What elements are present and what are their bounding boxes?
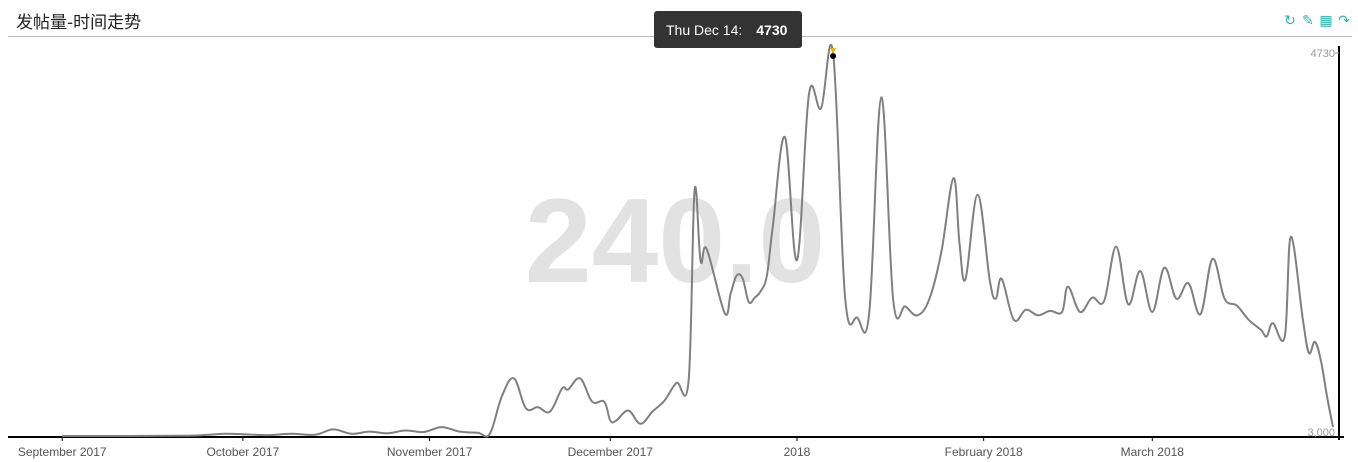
y-tick-label-max: 4730 <box>1311 48 1335 60</box>
tooltip-date: Thu Dec 14: <box>666 21 743 38</box>
edit-icon[interactable]: ✎ <box>1302 13 1314 29</box>
x-tick-label: December 2017 <box>568 445 654 459</box>
chart-title: 发帖量-时间走势 <box>16 13 142 33</box>
highlight-pointer <box>830 48 837 54</box>
share-icon[interactable]: ↷ <box>1338 13 1350 29</box>
watermark-value: 240.0 <box>525 174 825 308</box>
highlight-point <box>830 53 837 59</box>
series-line <box>62 43 1334 438</box>
tooltip-value: 4730 <box>756 21 788 38</box>
x-tick-label: 2018 <box>784 445 811 459</box>
chart-toolbar: ↻ ✎ ▦ ↷ <box>1282 12 1352 30</box>
refresh-icon[interactable]: ↻ <box>1284 13 1296 29</box>
x-tick-label: March 2018 <box>1121 445 1185 459</box>
x-tick-label: November 2017 <box>387 445 473 459</box>
x-tick-label: September 2017 <box>18 445 107 459</box>
table-icon[interactable]: ▦ <box>1319 13 1333 29</box>
x-tick-label: October 2017 <box>207 445 280 459</box>
hover-tooltip: Thu Dec 14: 4730 <box>654 11 802 48</box>
x-tick-label: February 2018 <box>945 445 1023 459</box>
y-tick-label-min: 3,000 <box>1307 427 1335 439</box>
